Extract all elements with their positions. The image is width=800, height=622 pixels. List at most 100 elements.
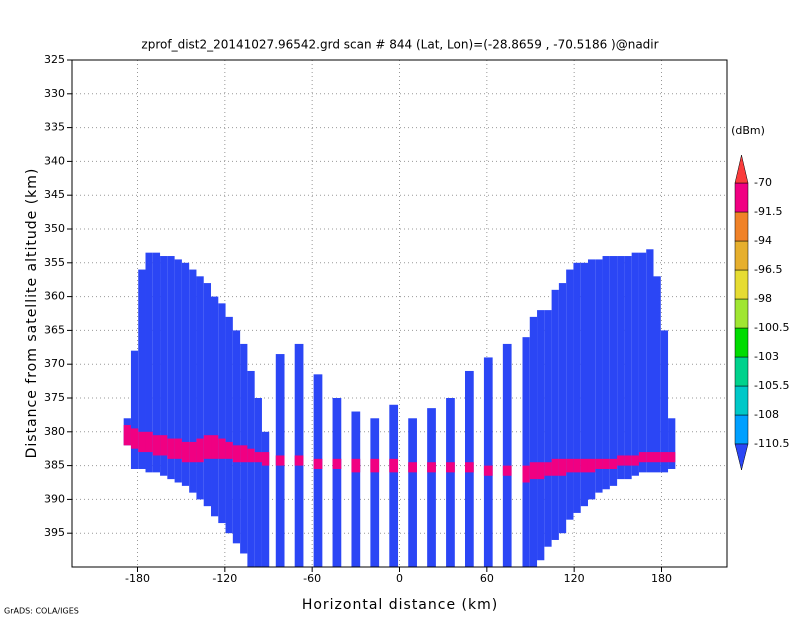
echo-column	[587, 259, 596, 500]
echo-column	[544, 310, 552, 547]
x-tick-label: -120	[212, 572, 237, 585]
echo-column	[602, 256, 610, 490]
surface-echo	[551, 458, 559, 476]
surface-echo	[580, 458, 588, 473]
echo-column	[370, 418, 380, 567]
colorbar-segment	[734, 356, 749, 387]
echo-column	[573, 262, 581, 513]
echo-column	[522, 337, 530, 567]
surface-echo	[261, 452, 270, 466]
echo-column	[660, 330, 669, 473]
surface-echo	[123, 425, 131, 446]
x-tick-label: 60	[480, 572, 494, 585]
echo-column	[261, 431, 270, 567]
echo-column	[211, 296, 219, 517]
echo-column	[631, 252, 639, 476]
surface-echo	[218, 438, 226, 459]
colorbar-segment	[734, 269, 749, 300]
surface-echo	[332, 458, 342, 469]
surface-echo	[167, 438, 175, 459]
echo-column	[138, 269, 146, 469]
surface-echo	[254, 452, 262, 463]
colorbar-label: -105.5	[754, 379, 789, 392]
colorbar-low	[734, 443, 749, 471]
x-tick-label: -180	[125, 572, 150, 585]
echo-column	[529, 316, 538, 567]
echo-column	[609, 256, 618, 486]
x-tick-label: -60	[303, 572, 321, 585]
colorbar-high	[734, 154, 749, 184]
colorbar-label: -70	[754, 176, 772, 189]
echo-column	[351, 411, 361, 567]
surface-echo	[653, 452, 661, 463]
echo-column	[551, 289, 559, 540]
echo-column	[167, 256, 175, 480]
surface-echo	[294, 455, 304, 466]
echo-column	[483, 357, 493, 567]
surface-echo	[181, 441, 190, 463]
echo-column	[502, 343, 512, 567]
x-tick-label: 0	[396, 572, 403, 585]
echo-column	[225, 316, 233, 534]
surface-echo	[638, 452, 647, 463]
colorbar-label: -91.5	[754, 205, 782, 218]
colorbar-label: -103	[754, 350, 779, 363]
surface-echo	[189, 441, 197, 463]
echo-column	[145, 252, 153, 473]
surface-echo	[668, 452, 676, 463]
echo-column	[389, 404, 399, 567]
y-tick-label: 355	[44, 256, 65, 269]
surface-echo	[529, 462, 538, 480]
echo-column	[218, 303, 226, 524]
echo-column	[624, 256, 632, 480]
y-tick-label: 375	[44, 391, 65, 404]
y-tick-label: 345	[44, 188, 65, 201]
echo-column	[566, 269, 574, 520]
surface-echo	[174, 438, 182, 459]
surface-echo	[152, 435, 161, 456]
colorbar-segment	[734, 240, 749, 271]
echo-column	[668, 418, 676, 469]
echo-column	[189, 269, 197, 493]
colorbar-label: -94	[754, 234, 772, 247]
colorbar-unit: (dBm)	[731, 124, 765, 137]
echo-column	[580, 262, 588, 507]
surface-echo	[631, 455, 639, 466]
echo-column	[152, 252, 161, 473]
echo-column	[313, 374, 323, 567]
surface-echo	[138, 431, 146, 453]
surface-echo	[609, 458, 618, 469]
echo-column	[160, 256, 168, 476]
echo-column	[332, 398, 342, 567]
echo-column	[617, 256, 625, 480]
y-tick-label: 360	[44, 290, 65, 303]
surface-echo	[389, 458, 399, 473]
echo-column	[232, 330, 241, 544]
surface-echo	[617, 455, 625, 466]
y-tick-label: 365	[44, 323, 65, 336]
surface-echo	[587, 458, 596, 473]
surface-echo	[566, 458, 574, 473]
colorbar-segment	[734, 298, 749, 329]
echo-column	[247, 370, 255, 567]
echo-column	[446, 398, 455, 567]
surface-echo	[502, 465, 512, 476]
surface-echo	[595, 458, 603, 469]
colorbar-segment	[734, 414, 749, 445]
colorbar-label: -108	[754, 408, 779, 421]
x-tick-label: 120	[564, 572, 585, 585]
echo-column	[638, 252, 647, 473]
surface-echo	[537, 462, 545, 480]
y-tick-label: 370	[44, 357, 65, 370]
colorbar-segment	[734, 327, 749, 358]
colorbar-label: -96.5	[754, 263, 782, 276]
echo-column	[558, 283, 567, 534]
echo-column	[130, 350, 139, 469]
colorbar-segment	[734, 385, 749, 416]
surface-echo	[313, 458, 323, 469]
y-tick-label: 330	[44, 87, 65, 100]
surface-echo	[408, 462, 417, 473]
colorbar-segment	[734, 182, 749, 213]
y-tick-label: 385	[44, 459, 65, 472]
